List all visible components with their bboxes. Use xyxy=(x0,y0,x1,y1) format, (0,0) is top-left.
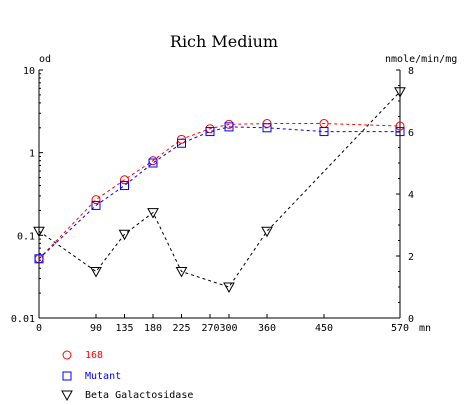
data-point-marker xyxy=(319,127,329,137)
data-point-marker xyxy=(223,282,235,294)
y-right-tick-label: 8 xyxy=(408,66,414,77)
legend: 168 Mutant Beta Galactosidase xyxy=(61,350,193,402)
data-point-marker xyxy=(224,122,234,132)
data-point-marker xyxy=(262,123,272,133)
data-point-marker xyxy=(205,127,215,137)
series-0 xyxy=(34,119,405,264)
legend-marker xyxy=(62,371,72,381)
chart-title: Rich Medium xyxy=(170,32,278,51)
x-tick-label: 90 xyxy=(90,323,102,334)
series-1 xyxy=(34,122,405,264)
data-point-marker xyxy=(395,121,405,131)
x-tick-label: 450 xyxy=(315,323,333,334)
y-right-ticks: 0 2 4 6 8 xyxy=(396,66,414,325)
y-left-tick-label: 0.01 xyxy=(11,314,35,325)
data-point-marker xyxy=(261,226,273,238)
y-right-tick-label: 0 xyxy=(408,314,414,325)
axes-group xyxy=(38,70,401,319)
x-tick-label: 135 xyxy=(115,323,133,334)
series-line xyxy=(38,91,401,288)
data-point-marker xyxy=(90,267,102,278)
x-axis-unit-label: mn xyxy=(419,323,431,334)
x-tick-label: 0 xyxy=(36,323,42,334)
y-right-tick-label: 2 xyxy=(408,252,414,263)
data-point-marker xyxy=(394,87,406,98)
y-right-tick-label: 6 xyxy=(408,128,414,139)
y-left-tick-label: 0.1 xyxy=(17,231,35,242)
series-2 xyxy=(33,87,406,294)
y-left-axis-label: od xyxy=(39,54,51,65)
legend-marker xyxy=(62,350,72,360)
y-right-axis-label: nmole/min/mg xyxy=(385,54,457,65)
series-line xyxy=(38,126,400,260)
y-left-tick-label: 1 xyxy=(29,149,35,160)
x-tick-label: 225 xyxy=(172,323,190,334)
series-layer xyxy=(33,87,406,294)
data-point-marker xyxy=(33,226,45,238)
x-tick-label: 270300 xyxy=(201,323,237,334)
y-left-tick-label: 10 xyxy=(23,66,35,77)
data-point-marker xyxy=(120,181,129,191)
x-axis-ticks: 0 90 135 180 225 270300 360 450 570 xyxy=(36,314,409,334)
x-tick-label: 360 xyxy=(258,323,276,334)
data-point-marker xyxy=(91,195,101,205)
data-point-marker xyxy=(175,267,188,278)
legend-label: 168 xyxy=(85,350,103,361)
series-line xyxy=(38,123,401,260)
data-point-marker xyxy=(148,158,158,168)
y-right-tick-label: 4 xyxy=(408,190,414,201)
data-point-marker xyxy=(120,175,129,185)
legend-label: Beta Galactosidase xyxy=(85,390,193,401)
data-point-marker xyxy=(177,138,186,148)
legend-marker xyxy=(61,390,73,402)
y-left-ticks: 0.01 0.1 1 10 xyxy=(11,66,43,325)
data-point-marker xyxy=(395,127,405,137)
x-tick-label: 570 xyxy=(391,323,409,334)
data-point-marker xyxy=(147,208,159,219)
legend-label: Mutant xyxy=(85,371,121,382)
data-point-marker xyxy=(34,254,44,264)
data-point-marker xyxy=(91,200,101,210)
x-tick-label: 180 xyxy=(144,323,162,334)
data-point-marker xyxy=(118,229,131,241)
